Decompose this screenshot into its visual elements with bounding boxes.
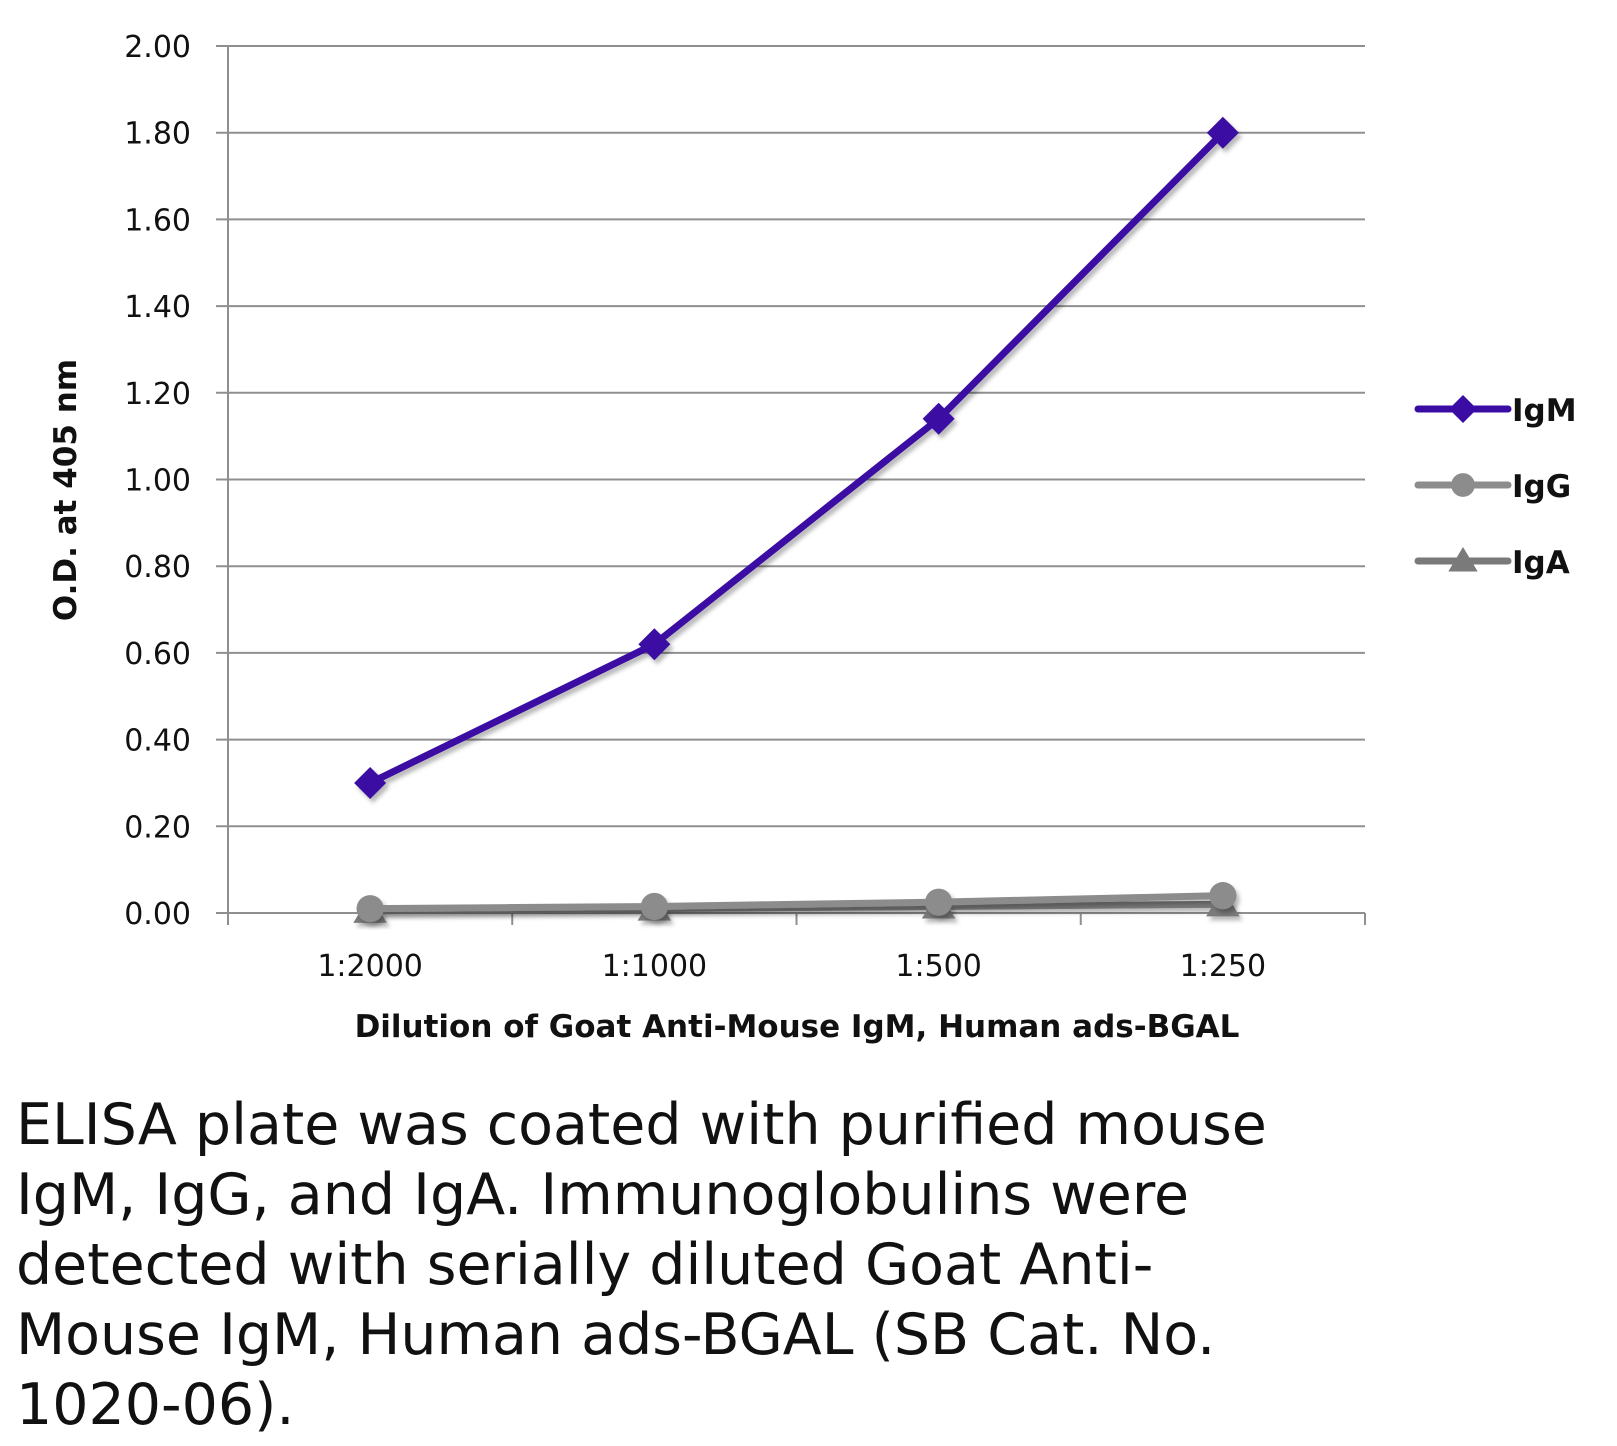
y-tick-label: 1.00	[124, 464, 191, 499]
gridlines	[216, 45, 1365, 828]
y-tick-label: 1.40	[124, 290, 191, 325]
series	[353, 116, 1240, 923]
y-tick-label: 0.60	[124, 637, 191, 672]
y-tick-label: 0.00	[124, 897, 191, 932]
data-point-igm	[922, 402, 955, 435]
y-tick-label: 0.20	[124, 810, 191, 845]
y-tick-label: 1.80	[124, 117, 191, 152]
legend-label: IgM	[1512, 393, 1577, 429]
legend-marker-triangle	[1448, 547, 1478, 572]
y-tick-label: 0.40	[124, 724, 191, 759]
x-tick-label: 1:2000	[317, 949, 423, 984]
legend-item-iga: IgA	[1414, 545, 1570, 581]
series-line-igg	[366, 892, 1227, 913]
legend-item-igm: IgM	[1414, 393, 1577, 429]
x-tick-label: 1:250	[1180, 949, 1266, 984]
x-tick-label: 1:500	[895, 949, 981, 984]
series-igm	[354, 116, 1239, 799]
axes	[216, 46, 1366, 925]
data-point-igm	[638, 628, 671, 661]
elisa-line-chart: 0.00 0.20 0.40 0.60 0.80 1.00 1.20 1.40 1.60 1.80…	[48, 30, 1577, 1045]
y-tick-labels: 0.00 0.20 0.40 0.60 0.80 1.00 1.20 1.40 1.60 1.80…	[124, 30, 191, 932]
legend-marker-diamond	[1449, 395, 1477, 423]
legend: IgM IgG IgA	[1414, 393, 1577, 581]
legend-label: IgG	[1512, 469, 1571, 505]
x-axis-title: Dilution of Goat Anti-Mouse IgM, Human a…	[355, 1009, 1240, 1045]
legend-item-igg: IgG	[1414, 469, 1571, 505]
series-igg	[356, 882, 1237, 923]
legend-marker-circle	[1451, 473, 1475, 497]
y-tick-label: 0.80	[124, 550, 191, 585]
y-tick-label: 1.20	[124, 377, 191, 412]
data-point-igg	[640, 892, 668, 921]
y-axis-title: O.D. at 405 nm	[48, 359, 84, 621]
data-point-igg	[356, 895, 384, 923]
series-line-igm	[366, 129, 1227, 787]
legend-label: IgA	[1512, 545, 1570, 581]
y-tick-label: 2.00	[124, 30, 191, 65]
figure-caption: ELISA plate was coated with purified mou…	[16, 1092, 1267, 1438]
data-point-igg	[1209, 882, 1237, 910]
x-tick-label: 1:1000	[602, 949, 708, 984]
data-point-igm	[1206, 116, 1239, 149]
x-tick-labels: 1:2000 1:1000 1:500 1:250	[317, 949, 1266, 984]
y-tick-label: 1.60	[124, 203, 191, 238]
data-point-igg	[925, 888, 953, 916]
data-point-igm	[354, 766, 387, 799]
